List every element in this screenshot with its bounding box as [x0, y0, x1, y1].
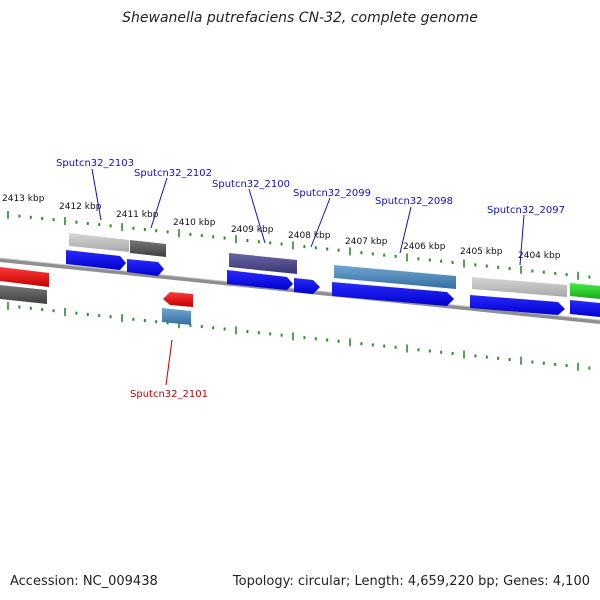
gene-block-light-gray[interactable] [69, 233, 129, 252]
gene-label-sputcn32-2099[interactable]: Sputcn32_2099 [293, 188, 371, 199]
tick-row-top [7, 210, 591, 280]
gene-label-sputcn32-2098[interactable]: Sputcn32_2098 [375, 196, 453, 207]
cds-arrow[interactable] [127, 259, 164, 276]
gene-block-green[interactable] [570, 283, 600, 299]
accession-text: Accession: NC_009438 [10, 574, 158, 589]
kbp-label: 2405 kbp [460, 247, 503, 257]
kbp-labels: 2413 kbp 2412 kbp 2411 kbp 2410 kbp 2409… [2, 194, 561, 261]
kbp-label: 2406 kbp [403, 242, 446, 252]
gene-block-steel-blue[interactable] [334, 265, 456, 289]
kbp-label: 2407 kbp [345, 237, 388, 247]
gene-block-dark-gray[interactable] [0, 285, 47, 304]
gene-label-sputcn32-2102[interactable]: Sputcn32_2102 [134, 168, 212, 179]
leader-line [91, 168, 102, 221]
cds-arrow-reverse[interactable] [163, 292, 193, 307]
leader-line [310, 197, 331, 248]
gene-block-dark-gray[interactable] [130, 240, 166, 257]
reverse-features [162, 292, 193, 325]
map-title: Shewanella putrefaciens CN-32, complete … [122, 10, 478, 26]
cds-arrow[interactable] [66, 250, 126, 270]
kbp-label: 2411 kbp [116, 210, 159, 220]
kbp-label: 2413 kbp [2, 194, 45, 204]
leader-line [399, 206, 412, 254]
gene-block-steel-blue[interactable] [162, 308, 191, 325]
gene-block-purple[interactable] [229, 253, 297, 274]
cds-arrow[interactable] [294, 278, 320, 294]
left-edge-features [0, 267, 49, 304]
leader-line [248, 188, 266, 244]
cds-track-forward [66, 250, 600, 317]
genome-summary-text: Topology: circular; Length: 4,659,220 bp… [232, 574, 590, 589]
gene-block-light-gray[interactable] [472, 277, 567, 297]
label-leader-lines [91, 168, 525, 386]
gene-label-sputcn32-2101[interactable]: Sputcn32_2101 [130, 389, 208, 400]
cds-arrow[interactable] [470, 295, 565, 315]
kbp-label: 2409 kbp [231, 225, 274, 235]
gene-label-sputcn32-2100[interactable]: Sputcn32_2100 [212, 179, 290, 190]
tick-row-bottom [7, 301, 591, 371]
leader-line [150, 177, 168, 229]
kbp-label: 2410 kbp [173, 218, 216, 228]
gene-block-red[interactable] [0, 267, 49, 287]
feature-track-upper [69, 233, 600, 299]
leader-line [519, 214, 525, 266]
cds-arrow[interactable] [332, 282, 454, 306]
cds-arrow[interactable] [570, 300, 600, 317]
kbp-label: 2404 kbp [518, 251, 561, 261]
kbp-label: 2412 kbp [59, 202, 102, 212]
kbp-label: 2408 kbp [288, 231, 331, 241]
gene-labels: Sputcn32_2103 Sputcn32_2102 Sputcn32_210… [56, 158, 565, 400]
gene-label-sputcn32-2103[interactable]: Sputcn32_2103 [56, 158, 134, 169]
leader-line [165, 339, 173, 386]
gene-label-sputcn32-2097[interactable]: Sputcn32_2097 [487, 205, 565, 216]
cds-arrow[interactable] [227, 270, 293, 290]
